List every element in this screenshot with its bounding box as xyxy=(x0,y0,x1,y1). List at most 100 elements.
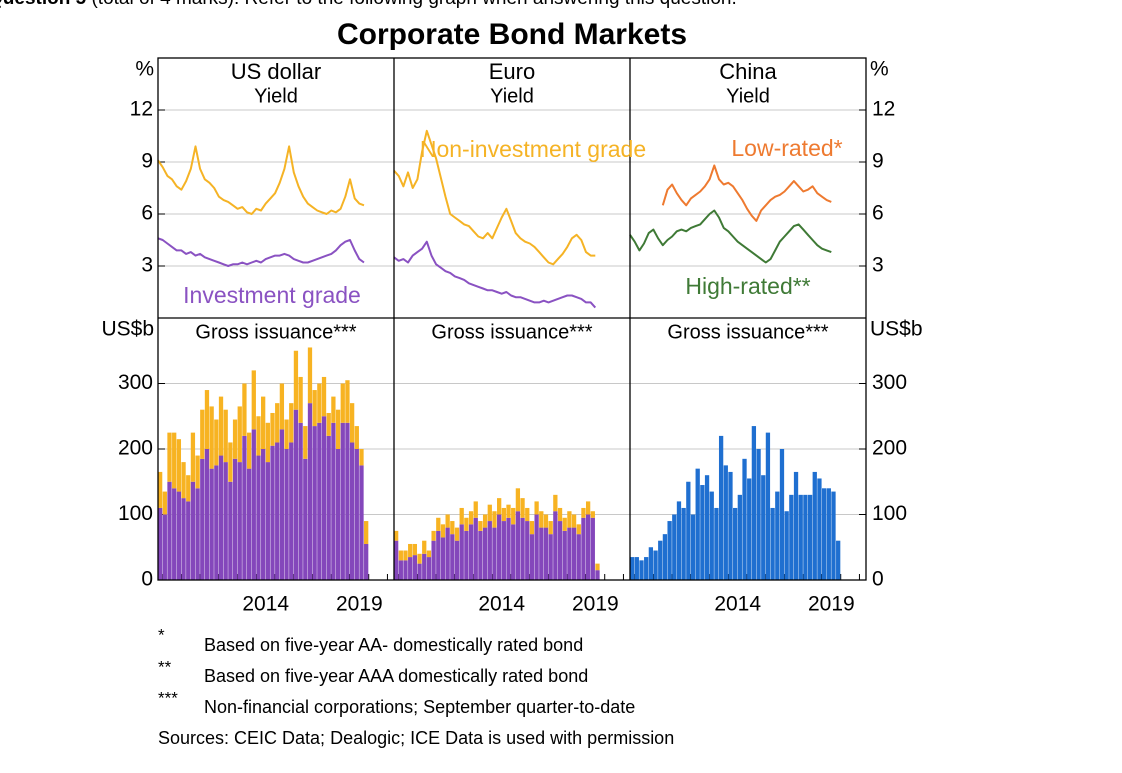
footnote-symbol: ** xyxy=(158,657,172,676)
bar xyxy=(204,449,210,580)
bar xyxy=(251,370,256,430)
bar xyxy=(422,553,427,580)
bar xyxy=(265,422,270,463)
y-tick-label: 12 xyxy=(130,98,153,121)
bar xyxy=(359,465,364,580)
bar xyxy=(426,557,432,580)
bar xyxy=(497,514,502,580)
y-tick-label: 9 xyxy=(141,150,153,173)
x-tick-label: 2014 xyxy=(242,593,289,616)
bar xyxy=(237,462,242,580)
bar xyxy=(246,432,252,469)
bar xyxy=(737,494,742,580)
bar xyxy=(515,488,521,512)
bar xyxy=(690,514,696,580)
bar xyxy=(326,412,331,436)
bar xyxy=(506,504,511,518)
bar xyxy=(704,475,710,580)
bar xyxy=(468,524,474,580)
bar xyxy=(303,458,308,580)
frame xyxy=(157,57,867,581)
bar xyxy=(487,504,492,522)
bar xyxy=(464,517,469,531)
bar xyxy=(793,471,799,580)
bar xyxy=(289,442,294,580)
frame-border xyxy=(157,57,867,581)
bar xyxy=(548,521,553,535)
bar xyxy=(454,540,460,580)
y-tick-label: 200 xyxy=(118,437,153,460)
bar xyxy=(335,409,341,449)
bar xyxy=(445,527,450,580)
bar xyxy=(403,560,408,580)
bar xyxy=(261,396,266,449)
y-tick-label: 300 xyxy=(118,371,153,394)
bar xyxy=(242,383,247,436)
bar xyxy=(562,530,567,580)
panel-title: Euro xyxy=(489,59,535,84)
bar xyxy=(529,534,535,580)
bar xyxy=(431,530,436,541)
bar xyxy=(548,534,553,580)
bar xyxy=(354,449,359,580)
bar xyxy=(718,435,724,580)
y-tick-label: 6 xyxy=(141,202,153,225)
y-tick-label: 3 xyxy=(141,254,153,277)
bar xyxy=(723,465,728,580)
bar xyxy=(543,527,549,580)
question-line: Question 5 (total of 4 marks): Refer to … xyxy=(0,0,737,10)
bar xyxy=(567,511,572,528)
bar xyxy=(634,557,639,580)
bar xyxy=(417,563,422,580)
bar xyxy=(501,521,506,580)
x-tick-label: 2019 xyxy=(572,593,619,616)
bar xyxy=(648,547,654,580)
bar xyxy=(590,511,595,518)
bar xyxy=(553,511,558,580)
bar xyxy=(557,507,563,522)
bar xyxy=(340,383,345,423)
bar xyxy=(501,507,506,522)
bar xyxy=(408,557,413,580)
bar xyxy=(167,432,172,482)
bar xyxy=(747,478,752,580)
bar xyxy=(289,403,294,443)
yield-line xyxy=(629,209,832,264)
question-text: (total of 4 marks): Refer to the followi… xyxy=(86,0,736,9)
panel-subtitle: Yield xyxy=(490,85,534,107)
bar xyxy=(733,507,738,580)
bar xyxy=(803,494,808,580)
bar xyxy=(422,540,427,554)
x-tick-label: 2014 xyxy=(478,593,525,616)
y-axis-unit: % xyxy=(870,58,889,81)
bar xyxy=(317,383,322,423)
bar xyxy=(223,409,228,463)
bar xyxy=(482,514,488,528)
bar xyxy=(751,426,757,580)
yield-line xyxy=(157,145,365,215)
bar xyxy=(279,429,285,580)
question-label: Question 5 xyxy=(0,0,86,9)
bar xyxy=(279,383,285,430)
bar xyxy=(581,517,586,580)
yield-line xyxy=(661,164,832,222)
bar xyxy=(836,540,841,580)
bar xyxy=(218,455,224,580)
yield-line xyxy=(393,240,597,309)
bar xyxy=(676,501,682,580)
bar xyxy=(529,521,535,535)
bar xyxy=(326,435,331,580)
bar xyxy=(412,543,418,556)
y-tick-label: 3 xyxy=(872,254,884,277)
bar xyxy=(812,471,817,580)
bar xyxy=(345,422,350,580)
bar xyxy=(630,557,635,580)
bar xyxy=(181,462,186,499)
bar xyxy=(761,475,766,580)
bar xyxy=(492,511,497,528)
bar xyxy=(190,432,196,482)
bar xyxy=(349,442,355,580)
bar xyxy=(394,530,399,541)
bar xyxy=(831,491,836,580)
